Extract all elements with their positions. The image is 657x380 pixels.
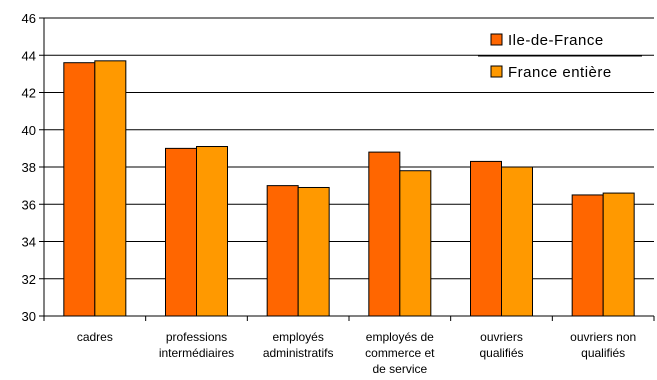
x-category-label: employés administratifs (263, 330, 334, 360)
bar-france-entiere (399, 170, 432, 317)
y-tick-label: 42 (22, 86, 36, 101)
x-category-label: cadres (77, 330, 113, 344)
legend: Ile-de-France France entière (478, 32, 642, 81)
bar-france-entiere (196, 146, 228, 317)
legend-label: France entière (508, 64, 612, 81)
bar-france-entiere (501, 166, 533, 317)
y-tick-label: 36 (22, 197, 36, 212)
y-tick-label: 30 (22, 309, 36, 324)
gridlines (44, 17, 654, 280)
bar-france-entiere (602, 192, 635, 317)
legend-swatch (490, 65, 503, 78)
x-axis-categories: cadres professions intermédiaires employés a… (43, 316, 655, 376)
bar-ile-de-france (165, 147, 197, 317)
y-tick-label: 34 (22, 235, 36, 250)
y-tick-label: 46 (22, 11, 36, 26)
bar-ile-de-france (571, 194, 604, 317)
y-tick-label: 40 (22, 123, 36, 138)
bar-ile-de-france (470, 160, 502, 317)
y-tick-label: 32 (22, 272, 36, 287)
y-tick-label: 44 (22, 48, 36, 63)
bar-ile-de-france (63, 62, 96, 317)
legend-swatch (490, 33, 503, 46)
x-category-label: professions intermédiaires (159, 330, 234, 360)
y-tick-label: 38 (22, 160, 36, 175)
y-axis-ticks: 30 32 34 36 38 40 42 44 46 (22, 11, 44, 324)
bar-france-entiere (297, 186, 330, 317)
x-category-label: ouvriers qualifiés (479, 330, 523, 360)
x-category-label: ouvriers non qualifiés (570, 330, 636, 360)
bar-france-entiere (94, 60, 127, 317)
bars (63, 60, 635, 317)
legend-label: Ile-de-France (508, 32, 604, 49)
bar-ile-de-france (368, 151, 401, 317)
bar-ile-de-france (266, 185, 299, 317)
x-category-label: employés de commerce et de service (365, 330, 435, 376)
